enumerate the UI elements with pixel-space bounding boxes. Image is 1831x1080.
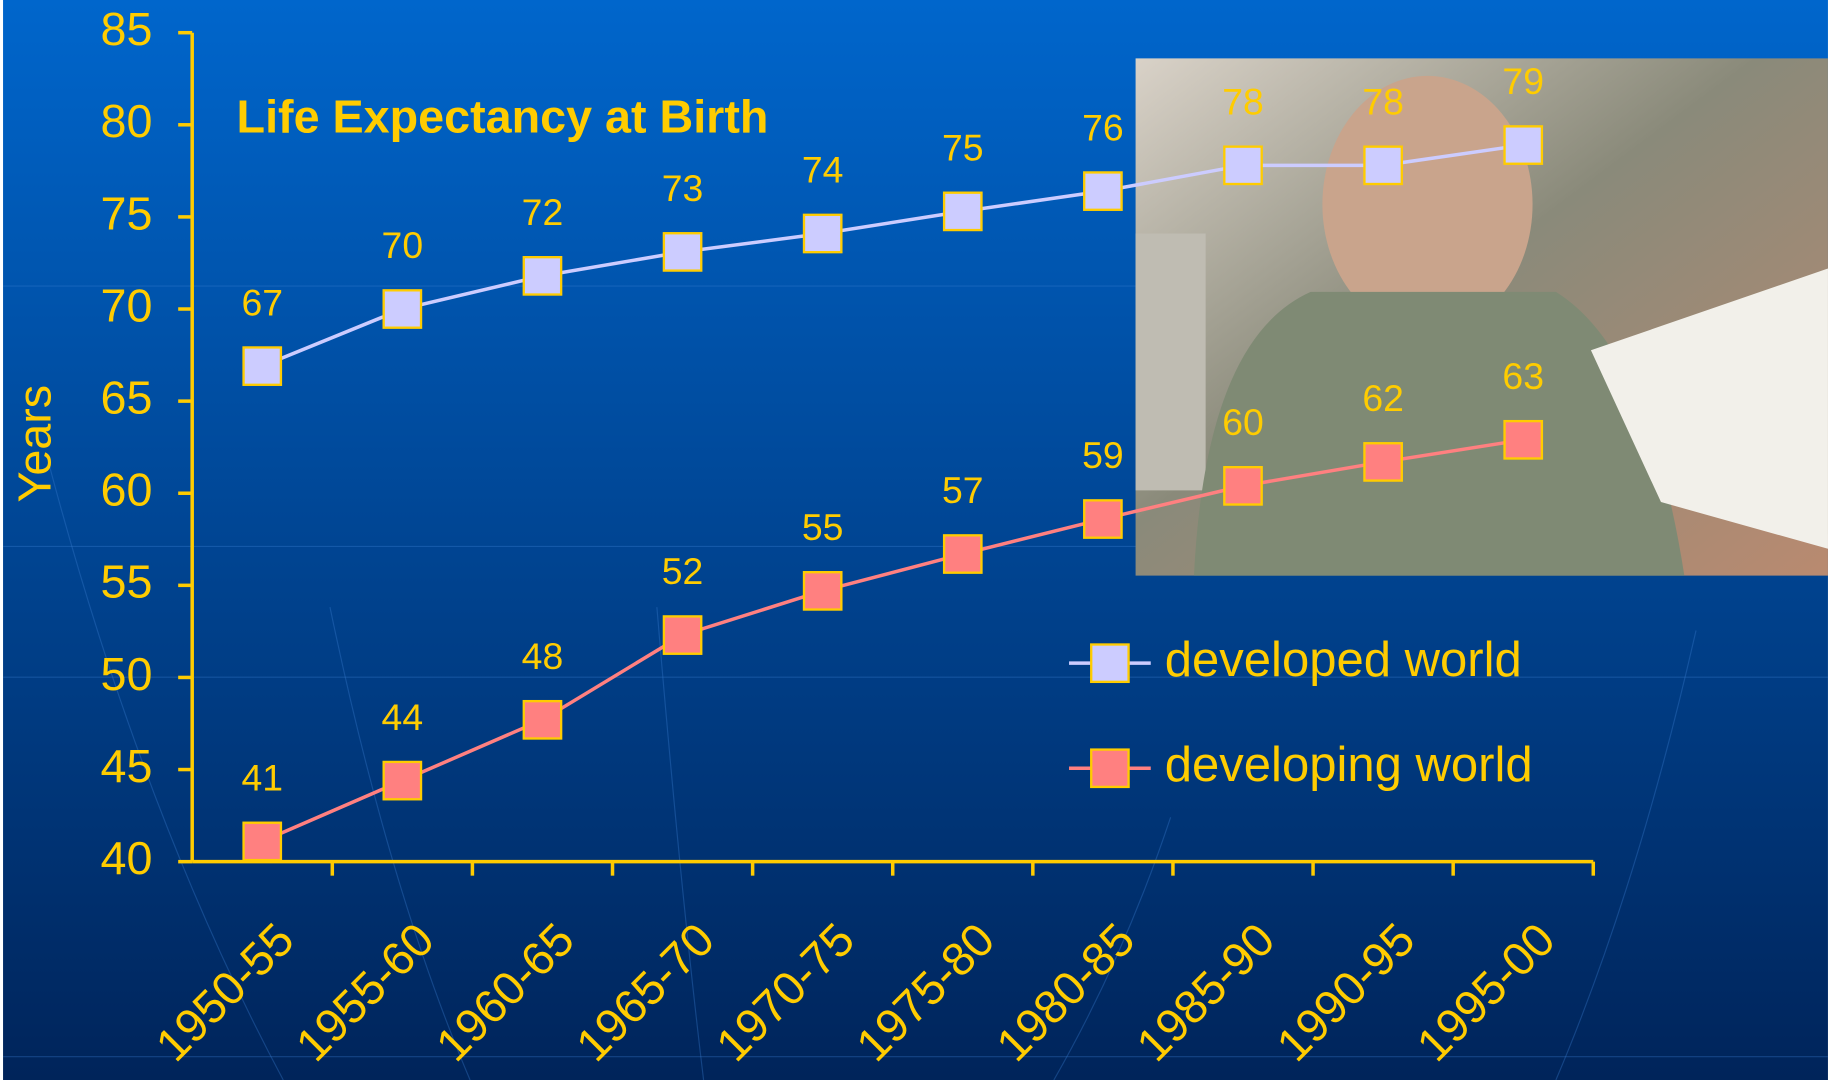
data-label: 62 bbox=[1362, 377, 1404, 419]
marker bbox=[664, 233, 701, 270]
y-tick-label: 70 bbox=[101, 279, 153, 331]
data-label: 74 bbox=[802, 149, 844, 191]
marker bbox=[804, 572, 841, 609]
y-tick-label: 45 bbox=[101, 740, 153, 792]
y-tick-label: 55 bbox=[101, 556, 153, 608]
marker bbox=[944, 193, 981, 230]
data-label: 52 bbox=[662, 550, 704, 592]
marker bbox=[1364, 443, 1401, 480]
data-label: 79 bbox=[1502, 60, 1544, 102]
data-label: 73 bbox=[662, 167, 704, 209]
marker bbox=[664, 616, 701, 653]
y-tick-label: 80 bbox=[101, 95, 153, 147]
data-label: 72 bbox=[522, 191, 564, 233]
data-label: 60 bbox=[1222, 401, 1264, 443]
data-label: 70 bbox=[382, 224, 424, 266]
marker bbox=[1505, 421, 1542, 458]
data-label: 76 bbox=[1082, 106, 1124, 148]
y-tick-label: 60 bbox=[101, 464, 153, 516]
marker bbox=[384, 762, 421, 799]
marker bbox=[944, 535, 981, 572]
data-label: 63 bbox=[1502, 355, 1544, 397]
y-tick-label: 40 bbox=[101, 832, 153, 884]
marker bbox=[1505, 126, 1542, 163]
legend-label: developing world bbox=[1165, 738, 1533, 792]
data-label: 75 bbox=[942, 127, 984, 169]
y-tick-label: 50 bbox=[101, 648, 153, 700]
legend-marker bbox=[1091, 750, 1128, 787]
marker bbox=[1224, 467, 1261, 504]
marker bbox=[1224, 147, 1261, 184]
marker bbox=[804, 215, 841, 252]
data-label: 59 bbox=[1082, 434, 1124, 476]
marker bbox=[244, 823, 281, 860]
marker bbox=[1084, 500, 1121, 537]
y-tick-label: 75 bbox=[101, 187, 153, 239]
data-label: 67 bbox=[241, 281, 283, 323]
legend-label: developed world bbox=[1165, 633, 1522, 687]
marker bbox=[1364, 147, 1401, 184]
marker bbox=[524, 701, 561, 738]
marker bbox=[244, 347, 281, 384]
y-tick-label: 65 bbox=[101, 371, 153, 423]
data-label: 48 bbox=[522, 635, 564, 677]
data-label: 57 bbox=[942, 469, 984, 511]
data-label: 78 bbox=[1362, 80, 1404, 122]
legend-marker bbox=[1091, 644, 1128, 681]
marker bbox=[1084, 172, 1121, 209]
chart: Life Expectancy at Birth Years 40 45 50 55 6… bbox=[0, 0, 1831, 1080]
y-axis-title: Years bbox=[8, 385, 60, 503]
data-label: 78 bbox=[1222, 80, 1264, 122]
y-tick-label: 85 bbox=[101, 3, 153, 55]
data-label: 55 bbox=[802, 506, 844, 548]
page: Life Expectancy at Birth Years 40 45 50 55 6… bbox=[0, 0, 1831, 1080]
data-label: 41 bbox=[241, 757, 283, 799]
marker bbox=[384, 290, 421, 327]
marker bbox=[524, 257, 561, 294]
chart-title: Life Expectancy at Birth bbox=[237, 91, 769, 143]
data-label: 44 bbox=[382, 696, 424, 738]
